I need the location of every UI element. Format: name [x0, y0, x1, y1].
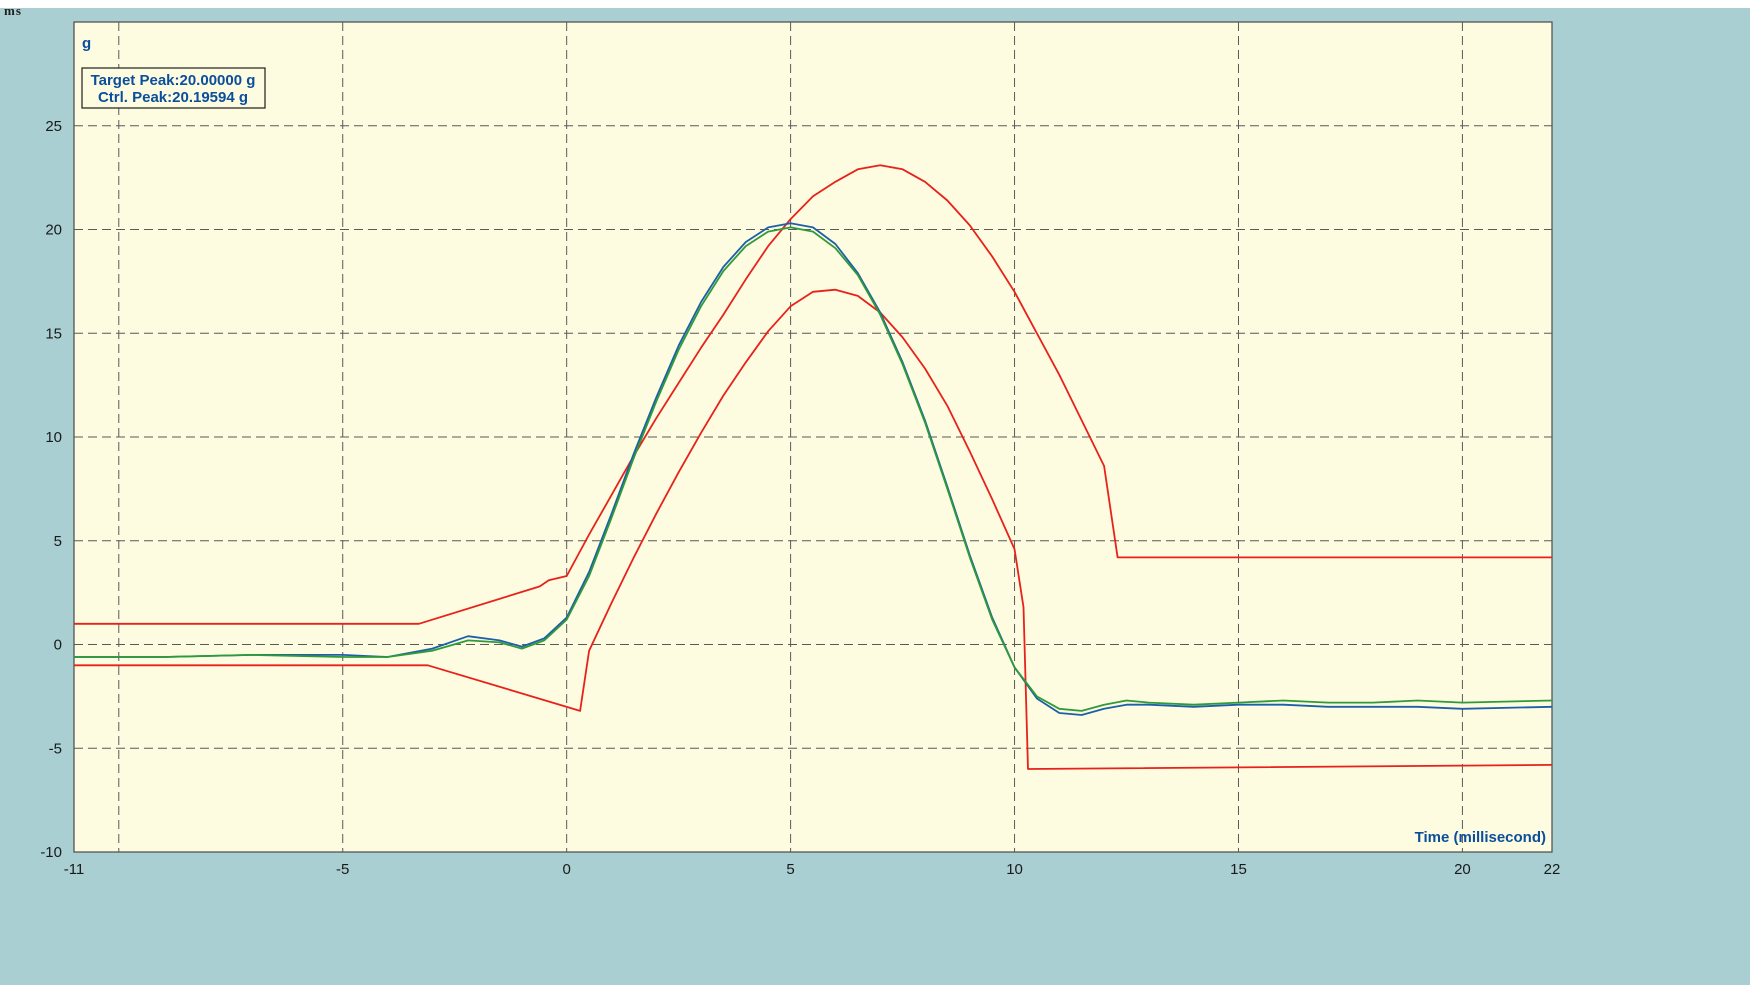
x-tick-label: 20	[1454, 861, 1471, 878]
x-tick-label: -11	[64, 861, 85, 878]
legend-target-peak: Target Peak:20.00000 g	[91, 72, 256, 89]
y-axis-label: g	[82, 35, 91, 52]
legend-ctrl-peak: Ctrl. Peak:20.19594 g	[98, 89, 248, 106]
series-lower-tolerance	[74, 288, 1553, 770]
x-tick-label: 22	[1544, 861, 1561, 878]
series-reference	[74, 226, 1553, 712]
series-control	[74, 222, 1553, 716]
y-tick-label: -10	[40, 844, 62, 861]
y-tick-label: 20	[45, 222, 62, 239]
y-tick-label: 10	[45, 429, 62, 446]
x-tick-label: 0	[562, 861, 570, 878]
plot-area	[73, 21, 1553, 853]
y-tick-label: 5	[54, 533, 62, 550]
grid-lines	[74, 22, 1552, 852]
y-tick-label: 25	[45, 118, 62, 135]
y-tick-label: -5	[49, 740, 62, 757]
legend-box	[81, 67, 266, 109]
series-upper-tolerance	[74, 164, 1552, 625]
x-tick-label: 15	[1230, 861, 1247, 878]
tick-labels: -11 -5 0 5 10 15 20 22 -10 -5 0 5 10 15 20 25	[40, 118, 1560, 878]
cropped-header-text: ms	[4, 3, 22, 18]
x-tick-label: -5	[336, 861, 349, 878]
x-axis-label: Time (millisecond)	[1415, 829, 1546, 846]
y-tick-label: 0	[54, 637, 62, 654]
shock-pulse-chart: -11 -5 0 5 10 15 20 22 -10 -5 0 5 10 15 20 25 g Time (m…	[40, 21, 1560, 878]
x-tick-label: 10	[1006, 861, 1023, 878]
legend: Target Peak:20.00000 g Ctrl. Peak:20.195…	[81, 67, 266, 109]
series-group	[74, 164, 1553, 770]
chart-frame: ms -11 -5 0 5 10 15 20 22 -10 -5 0 5 10 15 20 25 g Time…	[0, 3, 1750, 985]
y-tick-label: 15	[45, 325, 62, 342]
x-tick-label: 5	[786, 861, 794, 878]
